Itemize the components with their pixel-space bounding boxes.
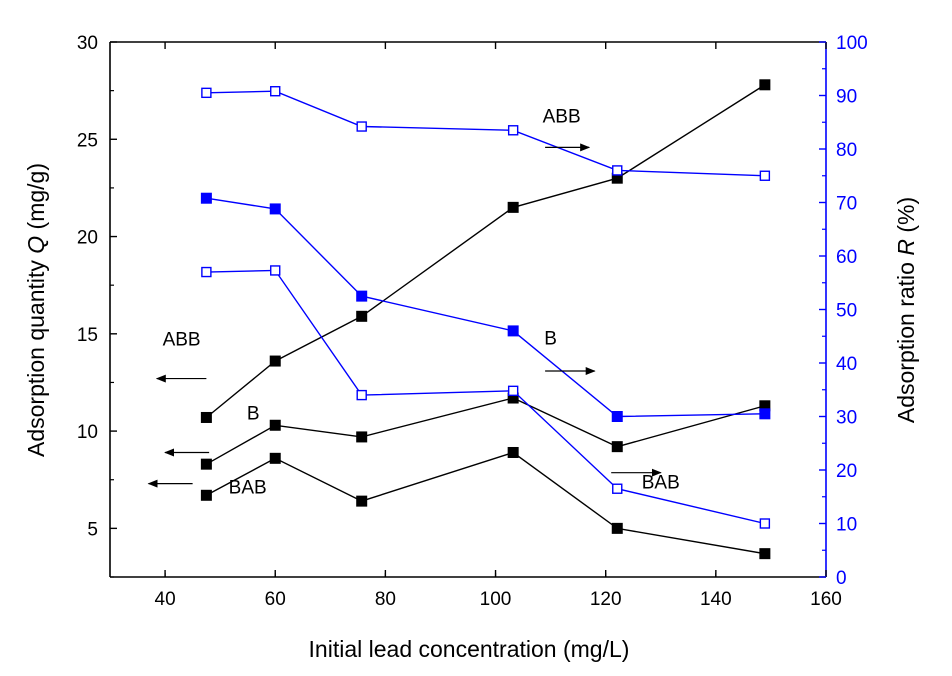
annotation-label: ABB <box>163 329 201 350</box>
data-point-q_abb <box>200 411 212 423</box>
x-tick-label: 100 <box>480 589 512 610</box>
y-right-tick-label: 20 <box>836 461 857 482</box>
annotation-label: BAB <box>642 473 680 494</box>
series-line-q_b <box>206 397 766 465</box>
y-right-tick-label: 70 <box>836 194 857 215</box>
data-point-q_bab <box>507 446 519 458</box>
y-left-tick-label: 30 <box>77 33 98 54</box>
y-left-axis-title: Adsorption quantity Q (mg/g) <box>23 163 49 457</box>
y-left-tick-label: 15 <box>77 325 98 346</box>
annotation-label: BAB <box>229 477 267 498</box>
x-tick-label: 160 <box>810 589 842 610</box>
x-tick-label: 40 <box>155 589 176 610</box>
data-point-q_bab <box>759 548 771 560</box>
data-point-r_bab <box>507 385 519 397</box>
data-point-r_b <box>200 192 212 204</box>
y-right-tick-label: 40 <box>836 354 857 375</box>
y-right-tick-label: 50 <box>836 301 857 322</box>
data-point-q_b <box>356 431 368 443</box>
x-axis-title: Initial lead concentration (mg/L) <box>309 636 630 662</box>
data-point-r_abb <box>356 121 367 132</box>
y-right-tick-label: 90 <box>836 87 857 108</box>
data-point-r_abb <box>612 165 623 176</box>
y-left-axis-title-pre: Adsorption quantity <box>23 254 49 457</box>
data-point-q_abb <box>269 355 281 367</box>
data-point-r_b <box>269 203 281 215</box>
y-right-tick-label: 80 <box>836 140 857 161</box>
data-point-r_b <box>611 411 623 422</box>
annotation-label: ABB <box>543 106 581 127</box>
y-right-tick-label: 60 <box>836 247 857 268</box>
data-point-r_bab <box>612 483 623 494</box>
x-tick-label: 140 <box>700 589 732 610</box>
data-point-q_abb <box>356 310 368 322</box>
data-point-r_bab <box>356 389 367 401</box>
series-line-q_abb <box>205 84 766 419</box>
data-point-r_b <box>759 408 771 420</box>
data-point-q_b <box>611 441 623 453</box>
data-point-q_bab <box>269 452 281 464</box>
y-right-tick-label: 100 <box>836 33 868 54</box>
data-point-q_bab <box>356 495 368 507</box>
data-point-r_b <box>356 290 368 302</box>
data-point-r_abb <box>759 170 771 181</box>
y-right-axis-title-pre: Adsorption ratio <box>893 256 919 423</box>
y-left-tick-label: 5 <box>87 519 98 540</box>
y-left-axis-title-symbol: Q <box>23 236 49 254</box>
data-point-r_bab <box>759 518 771 529</box>
data-point-r_bab <box>270 265 281 276</box>
series-line-r_abb <box>206 90 765 177</box>
data-point-r_abb <box>507 125 519 136</box>
data-point-q_b <box>200 458 212 470</box>
series-line-r_bab <box>206 269 766 525</box>
data-point-q_bab <box>200 489 212 501</box>
series-line-q_bab <box>206 451 766 555</box>
data-point-q_abb <box>759 79 771 91</box>
y-right-tick-label: 30 <box>836 408 857 429</box>
annotation-label: B <box>247 403 260 424</box>
data-point-r_abb <box>270 86 281 97</box>
y-right-axis-title-symbol: R <box>893 239 919 256</box>
annotation-label: B <box>544 328 557 349</box>
data-point-r_b <box>507 325 519 337</box>
y-right-tick-label: 0 <box>836 568 847 589</box>
data-point-q_b <box>269 419 281 431</box>
data-point-q_abb <box>507 201 519 213</box>
y-right-axis-title: Adsorption ratio R (%) <box>893 197 919 423</box>
series-line-r_b <box>206 197 765 418</box>
y-right-tick-label: 10 <box>836 515 857 536</box>
data-point-r_abb <box>201 87 212 99</box>
data-point-q_bab <box>611 522 623 534</box>
x-tick-label: 120 <box>590 589 622 610</box>
x-tick-label: 80 <box>375 589 396 610</box>
y-right-axis-title-post: (%) <box>893 197 919 239</box>
y-left-tick-label: 25 <box>77 130 98 151</box>
y-left-tick-label: 20 <box>77 228 98 249</box>
x-tick-label: 60 <box>265 589 286 610</box>
y-left-axis-title-post: (mg/g) <box>23 163 49 236</box>
y-left-tick-label: 10 <box>77 422 98 443</box>
data-point-r_bab <box>201 266 212 278</box>
